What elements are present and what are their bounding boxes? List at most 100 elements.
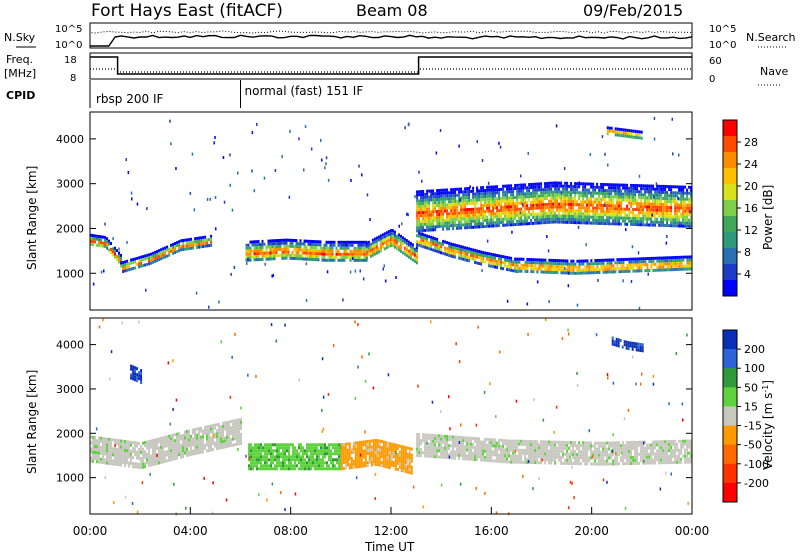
heatmap-cell [516,263,519,267]
heatmap-cell [130,258,133,262]
heatmap-cell [456,453,459,457]
heatmap-cell [670,215,673,219]
heatmap-cell [464,454,467,458]
heatmap-cell [616,189,619,193]
heatmap-cell [148,458,150,462]
heatmap-cell [542,221,545,225]
heatmap-cell [658,256,661,260]
heatmap-cell [160,445,162,449]
heatmap-cell [339,240,342,244]
heatmap-cell [614,216,617,220]
heatmap-cell [540,270,543,274]
heatmap-cell [524,201,527,205]
heatmap-cell [484,201,487,204]
heatmap-cell [236,430,238,434]
heatmap-cell [552,202,555,206]
heatmap-cell [438,222,441,225]
heatmap-cell [430,189,433,193]
heatmap-cell [384,441,387,445]
heatmap-cell [506,217,509,221]
heatmap-cell [296,449,298,453]
heatmap-cell [366,461,369,464]
heatmap-cell [546,206,549,209]
heatmap-cell [552,220,555,224]
heatmap-cell [462,436,465,440]
heatmap-cell [640,217,643,221]
heatmap-cell [192,440,194,444]
heatmap-cell [636,223,639,227]
heatmap-cell [606,201,609,205]
heatmap-cell [108,248,110,252]
heatmap-cell [592,221,595,225]
heatmap-cell [90,233,92,237]
heatmap-cell [315,240,318,244]
heatmap-cell [415,261,418,265]
heatmap-cell [608,258,611,262]
heatmap-cell [381,236,384,240]
heatmap-cell [96,460,98,464]
heatmap-cell [480,213,483,217]
heatmap-cell [287,253,290,257]
heatmap-cell [320,138,322,142]
heatmap-cell [476,192,479,196]
heatmap-cell [508,214,511,218]
heatmap-cell [512,187,515,191]
heatmap-cell [226,424,228,427]
heatmap-cell [128,268,131,272]
heatmap-cell [534,185,537,189]
heatmap-cell [470,451,473,455]
heatmap-cell [146,446,148,450]
heatmap-cell [458,226,461,230]
heatmap-cell [662,265,665,269]
heatmap-cell [184,445,186,449]
heatmap-cell [488,453,491,457]
heatmap-cell [466,223,469,227]
heatmap-cell [206,428,208,432]
heatmap-cell [158,452,160,456]
heatmap-cell [400,469,403,473]
heatmap-cell [298,452,300,456]
heatmap-cell [218,422,220,426]
heatmap-cell [210,243,213,247]
heatmap-cell [624,186,627,190]
heatmap-cell [466,442,469,446]
heatmap-cell [361,252,364,256]
heatmap-cell [456,205,459,209]
heatmap-cell [386,441,389,445]
heatmap-cell [624,189,627,193]
heatmap-cell [254,464,256,468]
heatmap-cell [142,465,144,469]
heatmap-cell [548,258,551,262]
heatmap-cell [124,440,126,443]
heatmap-cell [100,241,102,245]
heatmap-cell [316,458,318,462]
heatmap-cell [324,461,326,465]
heatmap-cell [224,421,226,425]
heatmap-cell [108,443,110,447]
heatmap-cell [162,256,165,260]
heatmap-cell [472,186,475,190]
heatmap-cell [323,249,326,253]
heatmap-cell [676,185,679,189]
heatmap-cell [288,452,290,456]
heatmap-cell [292,443,294,447]
heatmap-cell [188,429,190,433]
heatmap-cell [276,467,278,471]
heatmap-cell [456,450,459,454]
heatmap-cell [346,451,349,455]
heatmap-cell [106,446,108,450]
heatmap-cell [482,455,485,459]
heatmap-cell [432,225,435,229]
heatmap-cell [662,268,665,272]
heatmap-cell [560,208,563,212]
heatmap-cell [672,265,675,269]
heatmap-cell [446,194,449,198]
heatmap-cell [112,438,114,442]
heatmap-cell [612,130,615,134]
heatmap-cell [273,248,276,252]
heatmap-cell [356,459,359,463]
heatmap-cell [90,459,92,463]
heatmap-cell [574,188,577,192]
heatmap-cell [438,244,441,248]
heatmap-cell [369,242,372,246]
